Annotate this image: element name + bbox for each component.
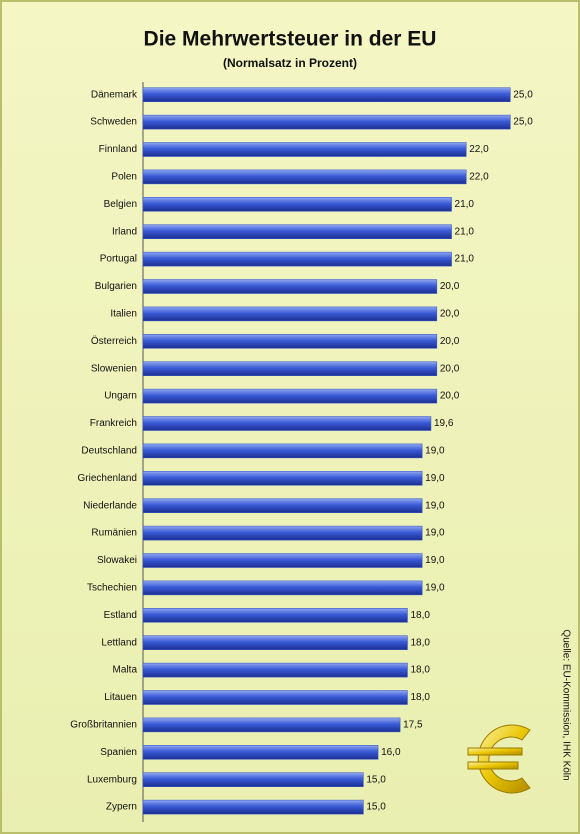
category-label: Luxemburg (87, 774, 137, 785)
value-label: 18,0 (410, 610, 430, 621)
value-label: 18,0 (410, 637, 430, 648)
value-label: 17,5 (403, 720, 423, 731)
category-label: Estland (104, 610, 137, 621)
source-note: Quelle: EU-Kommission, IHK Köln (560, 629, 571, 780)
bar (142, 471, 423, 486)
bar (142, 251, 452, 267)
category-label: Finnland (99, 144, 137, 155)
value-label: 19,0 (425, 528, 445, 539)
value-label: 16,0 (381, 747, 401, 758)
category-label: Slowenien (91, 363, 137, 374)
bar (142, 224, 452, 239)
category-label: Ungarn (104, 391, 137, 402)
value-label: 21,0 (455, 254, 475, 265)
bar (142, 169, 467, 185)
value-label: 20,0 (440, 391, 460, 402)
category-label: Frankreich (90, 418, 137, 429)
value-label: 19,0 (425, 555, 445, 566)
bar (142, 799, 364, 815)
bar (142, 142, 467, 157)
category-label: Lettland (101, 637, 137, 648)
bar (142, 279, 438, 294)
bar (142, 717, 401, 733)
bar (142, 306, 438, 322)
value-label: 20,0 (440, 336, 460, 347)
bar (142, 498, 423, 513)
category-label: Italien (110, 309, 137, 320)
category-label: Slowakei (97, 555, 137, 566)
value-label: 19,0 (425, 500, 445, 511)
category-label: Litauen (104, 692, 137, 703)
value-label: 18,0 (410, 665, 430, 676)
bar (142, 388, 438, 404)
bar (142, 114, 511, 130)
bar (142, 443, 423, 459)
category-label: Österreich (91, 335, 137, 347)
category-label: Polen (111, 172, 137, 183)
category-label: Irland (112, 226, 137, 237)
bar (142, 334, 438, 349)
value-label: 19,0 (425, 446, 445, 457)
value-label: 15,0 (366, 802, 386, 813)
value-label: 25,0 (513, 117, 533, 128)
euro-icon (467, 724, 531, 794)
value-label: 19,0 (425, 583, 445, 594)
value-label: 18,0 (410, 692, 430, 703)
value-label: 20,0 (440, 309, 460, 320)
bar (142, 580, 423, 596)
value-label: 22,0 (469, 144, 489, 155)
value-label: 15,0 (366, 774, 386, 785)
bar (142, 416, 432, 431)
value-label: 19,0 (425, 473, 445, 484)
category-label: Deutschland (81, 446, 137, 457)
bar (142, 662, 408, 678)
category-label: Portugal (100, 254, 137, 265)
bar (142, 772, 364, 787)
value-label: 19,6 (434, 418, 454, 429)
bar (142, 197, 452, 212)
category-label: Tschechien (87, 583, 137, 594)
category-label: Bulgarien (95, 281, 137, 292)
category-label: Rumänien (91, 528, 137, 539)
category-label: Großbritannien (70, 720, 137, 731)
category-label: Griechenland (78, 473, 137, 484)
category-label: Malta (113, 665, 138, 676)
category-label: Dänemark (91, 89, 138, 100)
bar (142, 635, 408, 650)
category-label: Belgien (104, 199, 137, 210)
bar (142, 553, 423, 568)
category-label: Schweden (90, 117, 137, 128)
bar (142, 690, 408, 705)
bar (142, 361, 438, 376)
value-label: 21,0 (455, 199, 475, 210)
bar (142, 87, 511, 102)
chart-title: Die Mehrwertsteuer in der EU (144, 28, 437, 51)
value-label: 22,0 (469, 172, 489, 183)
bar (142, 745, 379, 760)
value-label: 20,0 (440, 363, 460, 374)
value-label: 21,0 (455, 226, 475, 237)
chart-subtitle: (Normalsatz in Prozent) (223, 56, 357, 70)
bar (142, 525, 423, 541)
category-label: Zypern (106, 802, 137, 813)
value-label: 20,0 (440, 281, 460, 292)
bar (142, 608, 408, 623)
category-label: Spanien (100, 747, 137, 758)
category-label: Niederlande (83, 500, 137, 511)
value-label: 25,0 (513, 89, 533, 100)
